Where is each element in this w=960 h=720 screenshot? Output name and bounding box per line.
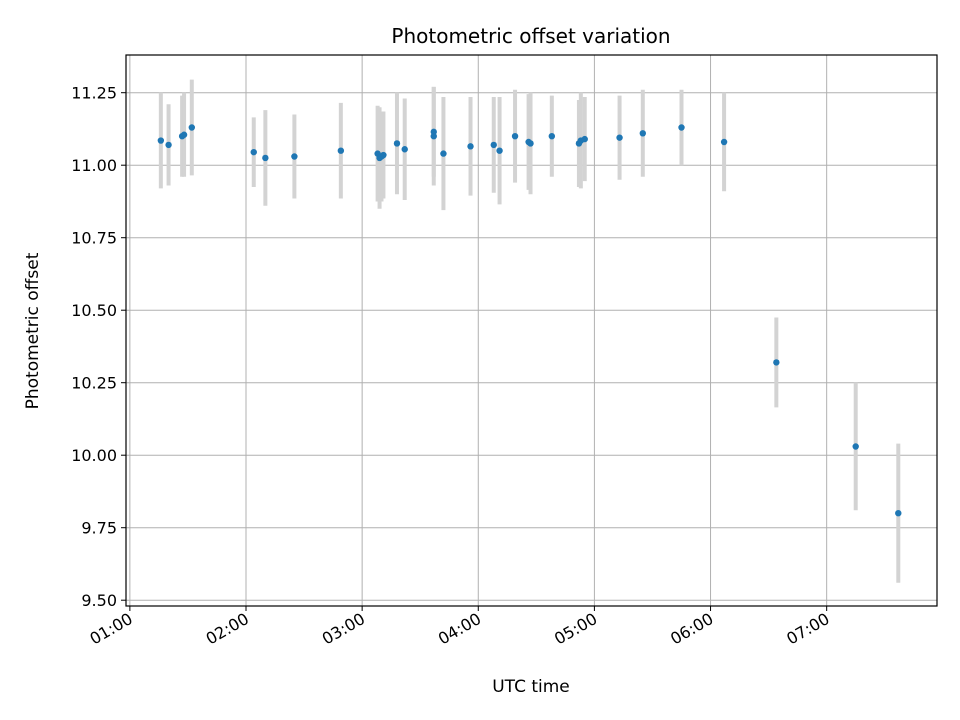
data-point xyxy=(291,153,298,160)
data-points xyxy=(157,124,902,517)
y-tick-label: 9.75 xyxy=(81,519,117,538)
data-point xyxy=(401,146,408,153)
data-point xyxy=(165,141,172,149)
data-point xyxy=(180,131,188,138)
x-tick-label: 03:00 xyxy=(319,609,368,649)
data-point xyxy=(527,140,534,147)
data-point xyxy=(773,359,780,366)
data-point xyxy=(467,143,474,150)
data-point xyxy=(393,140,401,147)
data-point xyxy=(380,151,387,159)
y-tick-label: 10.00 xyxy=(71,446,117,465)
x-tick-label: 01:00 xyxy=(86,609,135,649)
x-tick-label: 06:00 xyxy=(667,609,716,649)
data-point xyxy=(581,135,588,143)
data-point xyxy=(511,133,519,140)
data-point xyxy=(490,141,497,149)
data-point xyxy=(337,147,345,154)
data-point xyxy=(678,124,685,131)
data-point xyxy=(262,154,269,162)
data-point xyxy=(548,133,556,140)
data-point xyxy=(188,124,196,131)
chart-title: Photometric offset variation xyxy=(391,24,670,48)
data-point xyxy=(430,133,437,140)
y-axis-title: Photometric offset xyxy=(23,252,43,409)
data-point xyxy=(616,134,623,141)
x-tick-label: 05:00 xyxy=(551,609,600,649)
x-tick-label: 07:00 xyxy=(783,609,832,649)
error-bars xyxy=(158,79,901,583)
data-point xyxy=(440,150,447,157)
data-point xyxy=(720,138,728,146)
data-point xyxy=(852,443,859,450)
data-point xyxy=(496,147,503,154)
data-point xyxy=(639,130,646,137)
y-tick-label: 10.75 xyxy=(71,229,117,248)
data-point xyxy=(895,510,902,517)
x-axis-title: UTC time xyxy=(492,677,570,697)
data-point xyxy=(157,137,165,144)
y-tick-label: 11.25 xyxy=(71,84,117,103)
y-tick-label: 11.00 xyxy=(71,156,117,175)
y-tick-label: 10.50 xyxy=(71,301,117,320)
y-tick-label: 9.50 xyxy=(81,591,117,610)
x-tick-label: 02:00 xyxy=(203,609,252,649)
x-tick-label: 04:00 xyxy=(435,609,484,649)
y-tick-label: 10.25 xyxy=(71,374,117,393)
data-point xyxy=(250,148,257,156)
plot-frame xyxy=(125,54,938,607)
